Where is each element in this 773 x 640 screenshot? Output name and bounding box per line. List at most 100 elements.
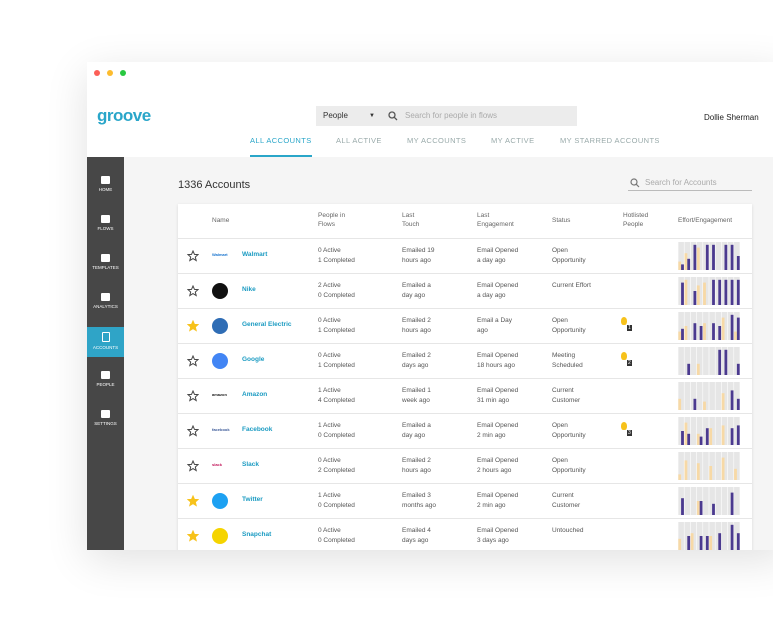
- slot-bg: [721, 487, 728, 515]
- table-row[interactable]: Snapchat 0 Active 0 Completed Emailed 4 days…: [178, 518, 752, 550]
- effort-bar: [712, 503, 715, 515]
- cell-status: Open Opportunity: [552, 316, 586, 336]
- user-name[interactable]: Dollie Sherman: [704, 113, 759, 122]
- column-header[interactable]: Hotlisted People: [623, 211, 648, 229]
- slot-bg: [715, 347, 722, 375]
- star[interactable]: [187, 495, 199, 507]
- minimize-dot[interactable]: [107, 70, 113, 76]
- cell-line: Open: [552, 317, 568, 324]
- account-name[interactable]: General Electric: [242, 321, 292, 328]
- hotlisted-count: 2: [627, 360, 632, 366]
- tab[interactable]: ALL ACCOUNTS: [250, 136, 312, 157]
- page-title: 1336 Accounts: [178, 179, 251, 191]
- table-row[interactable]: General Electric 0 Active 1 Completed Email…: [178, 308, 752, 343]
- close-dot[interactable]: [94, 70, 100, 76]
- cell-line: months ago: [402, 502, 436, 509]
- table-row[interactable]: Walmart Walmart 0 Active 1 Completed Emailed…: [178, 238, 752, 273]
- sidebar-item[interactable]: ANALYTICS: [87, 288, 124, 318]
- slot-bg: [709, 382, 715, 410]
- engagement-bar: [721, 393, 725, 410]
- column-header[interactable]: Status: [552, 216, 570, 225]
- table-row[interactable]: facebook Facebook 1 Active 0 Completed Email…: [178, 413, 752, 448]
- star[interactable]: [187, 425, 199, 437]
- account-name[interactable]: Google: [242, 356, 265, 363]
- column-header: Name: [212, 216, 229, 225]
- slot-bg: [678, 277, 684, 305]
- hotlisted-count: 1: [627, 325, 632, 331]
- header-line: People in: [318, 212, 346, 219]
- cell-line: 2 Active: [318, 282, 341, 289]
- header-line: Hotlisted: [623, 212, 649, 219]
- effort-bar: [681, 498, 684, 515]
- sidebar-item[interactable]: SETTINGS: [87, 405, 124, 435]
- table-row[interactable]: Google 0 Active 1 Completed Emailed 2 days a…: [178, 343, 752, 378]
- effort-bar: [681, 328, 684, 340]
- tab[interactable]: MY ACCOUNTS: [407, 136, 467, 145]
- account-name[interactable]: Nike: [242, 286, 256, 293]
- star[interactable]: [187, 285, 199, 297]
- search-type[interactable]: People ▼: [316, 106, 381, 126]
- column-header[interactable]: Last Engagement: [477, 211, 514, 229]
- slot-bg: [678, 347, 684, 375]
- cell-line: 1 Active: [318, 387, 341, 394]
- star[interactable]: [187, 530, 199, 542]
- sidebar-item[interactable]: ACCOUNTS: [87, 327, 124, 357]
- zoom-dot[interactable]: [120, 70, 126, 76]
- search-field[interactable]: Search for people in flows: [381, 106, 577, 126]
- slot-bg: [734, 347, 740, 375]
- cell-line: 3 days ago: [477, 537, 509, 544]
- account-name[interactable]: Slack: [242, 461, 259, 468]
- star[interactable]: [187, 390, 199, 402]
- table-row[interactable]: amazon Amazon 1 Active 4 Completed Emailed 1…: [178, 378, 752, 413]
- engagement-bar: [703, 401, 706, 410]
- column-header[interactable]: Effort/Engagement: [678, 216, 732, 225]
- account-search[interactable]: Search for Accounts: [628, 178, 752, 191]
- sidebar-item[interactable]: FLOWS: [87, 210, 124, 240]
- effort-bar: [693, 398, 697, 410]
- effort-bar: [718, 279, 722, 305]
- tab[interactable]: MY STARRED ACCOUNTS: [560, 136, 660, 145]
- effort-chart: [678, 347, 740, 375]
- search-icon: [388, 111, 398, 121]
- logo[interactable]: groove: [97, 106, 151, 125]
- engagement-bar: [709, 536, 713, 550]
- tab[interactable]: MY ACTIVE: [491, 136, 535, 145]
- star[interactable]: [187, 320, 199, 332]
- star[interactable]: [187, 355, 199, 367]
- slot-bg: [684, 347, 691, 375]
- cell-line: Email Opened: [477, 422, 519, 429]
- cell-last-touch: Emailed 19 hours ago: [402, 246, 435, 266]
- slot-bg: [709, 312, 715, 340]
- company-logo: [212, 318, 228, 334]
- table-row[interactable]: Twitter 1 Active 0 Completed Emailed 3 month…: [178, 483, 752, 518]
- sidebar-item[interactable]: TEMPLATES: [87, 249, 124, 279]
- cell-line: 31 min ago: [477, 397, 510, 404]
- sidebar-item[interactable]: HOME: [87, 171, 124, 201]
- effort-bar: [736, 256, 740, 270]
- cell-line: Untouched: [552, 527, 584, 534]
- slot-bg: [678, 522, 684, 550]
- slot-bg: [703, 452, 709, 480]
- star[interactable]: [187, 250, 199, 262]
- star[interactable]: [187, 460, 199, 472]
- account-name[interactable]: Snapchat: [242, 531, 272, 538]
- account-name[interactable]: Walmart: [242, 251, 268, 258]
- account-name[interactable]: Twitter: [242, 496, 263, 503]
- account-name[interactable]: Amazon: [242, 391, 268, 398]
- slot-bg: [703, 417, 709, 445]
- cell-line: Emailed 1: [402, 387, 431, 394]
- slot-bg: [696, 452, 703, 480]
- account-name[interactable]: Facebook: [242, 426, 273, 433]
- table-row[interactable]: slack Slack 0 Active 2 Completed Emailed 2 ho…: [178, 448, 752, 483]
- column-header[interactable]: Last Touch: [402, 211, 419, 229]
- column-header[interactable]: People in Flows: [318, 211, 345, 229]
- slot-bg: [709, 452, 715, 480]
- table-row[interactable]: Nike 2 Active 0 Completed Emailed a day ago E…: [178, 273, 752, 308]
- sidebar-item[interactable]: PEOPLE: [87, 366, 124, 396]
- slot-bg: [696, 347, 703, 375]
- accounts-table: Name People in Flows Last Touch Last Engagemen…: [178, 204, 752, 550]
- effort-bar: [693, 323, 697, 340]
- cell-last-touch: Emailed 4 days ago: [402, 526, 431, 546]
- tab[interactable]: ALL ACTIVE: [336, 136, 382, 145]
